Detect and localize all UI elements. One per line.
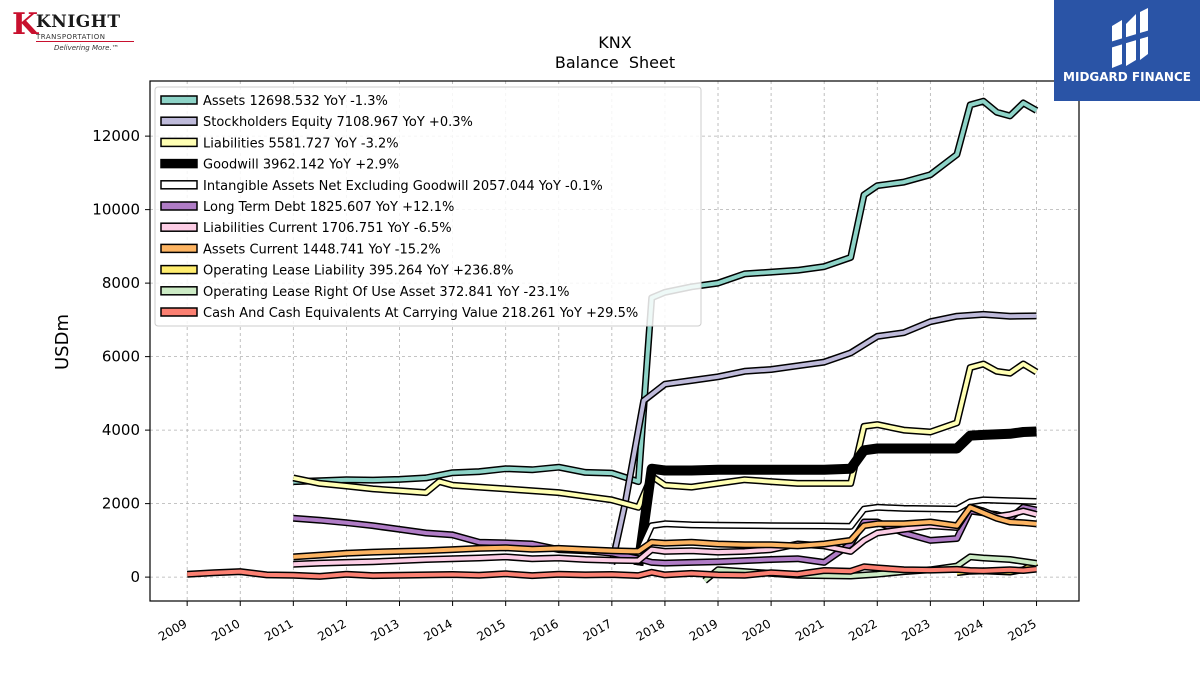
knight-logo-rule — [36, 41, 134, 42]
legend-label: Liabilities 5581.727 YoY -3.2% — [203, 136, 399, 151]
legend-swatch — [160, 307, 198, 317]
x-tick-label: 2012 — [315, 616, 348, 643]
legend-box — [154, 86, 702, 327]
legend-swatch — [160, 116, 198, 126]
legend-swatch — [160, 222, 198, 232]
legend-label: Operating Lease Liability 395.264 YoY +2… — [203, 264, 513, 279]
legend-swatch — [160, 137, 198, 148]
midgard-finance-logo: MIDGARD FINANCE — [1054, 0, 1200, 101]
x-tick-label: 2023 — [899, 616, 932, 643]
legend-swatch — [160, 158, 198, 169]
series-lines — [187, 97, 1039, 584]
y-tick-label: 2000 — [102, 495, 140, 513]
legend-label: Intangible Assets Net Excluding Goodwill… — [203, 179, 603, 194]
y-tick-label: 0 — [130, 568, 140, 586]
legend-swatch — [160, 264, 198, 275]
legend-label: Stockholders Equity 7108.967 YoY +0.3% — [203, 115, 473, 130]
x-tick-label: 2020 — [740, 616, 773, 643]
legend-label: Assets 12698.532 YoY -1.3% — [203, 94, 388, 109]
series-line-cash-and-cash-equivalents-at-carrying-value — [187, 564, 1037, 579]
x-tick-label: 2013 — [368, 616, 401, 643]
legend-label: Long Term Debt 1825.607 YoY +12.1% — [203, 200, 454, 215]
x-tick-label: 2018 — [634, 616, 667, 643]
knight-logo-tagline: Delivering More.™ — [54, 44, 119, 52]
x-axis: 2009 2010 2011 2012 2013 2014 2015 2016 2017 2018… — [156, 601, 1039, 644]
legend: Assets 12698.532 YoY -1.3% Stockholders E… — [154, 86, 702, 327]
x-tick-label: 2009 — [156, 616, 189, 643]
x-tick-label: 2016 — [528, 616, 561, 643]
legend-label: Goodwill 3962.142 YoY +2.9% — [203, 158, 399, 173]
legend-label: Operating Lease Right Of Use Asset 372.8… — [203, 285, 570, 300]
x-tick-label: 2021 — [793, 616, 826, 643]
x-tick-label: 2024 — [952, 616, 985, 643]
y-tick-label: 6000 — [102, 348, 140, 366]
x-tick-label: 2011 — [262, 616, 295, 643]
y-axis: 0 2000 4000 6000 8000 10000 12000 — [92, 127, 150, 586]
knight-logo-name: KNIGHT — [36, 12, 121, 32]
legend-swatch — [160, 180, 198, 190]
series-line-liabilities — [292, 362, 1038, 510]
midgard-mark-icon — [1110, 8, 1150, 68]
legend-label: Assets Current 1448.741 YoY -15.2% — [203, 242, 441, 257]
y-axis-label: USDm — [52, 314, 73, 370]
legend-swatch — [160, 95, 198, 105]
x-tick-label: 2010 — [209, 616, 242, 643]
series-line-goodwill — [634, 428, 1037, 566]
knight-transportation-logo: K KNIGHT TRANSPORTATION Delivering More.… — [10, 8, 140, 58]
midgard-logo-name: MIDGARD FINANCE — [1063, 70, 1191, 84]
series-line-assets-current — [293, 505, 1037, 559]
series-line-intangible-assets-net-excluding-goodwill — [636, 497, 1037, 556]
series-line-stockholders-equity — [609, 312, 1037, 565]
legend-swatch — [160, 286, 198, 296]
y-tick-label: 10000 — [92, 201, 140, 219]
series-line-long-term-debt — [293, 505, 1037, 566]
x-tick-label: 2015 — [475, 616, 508, 643]
y-tick-label: 12000 — [92, 127, 140, 145]
series-line-assets — [293, 99, 1038, 484]
legend-label: Cash And Cash Equivalents At Carrying Va… — [203, 306, 638, 321]
legend-swatch — [160, 201, 198, 211]
plot-frame — [149, 80, 1080, 602]
legend-label: Liabilities Current 1706.751 YoY -6.5% — [203, 221, 452, 236]
y-tick-label: 8000 — [102, 274, 140, 292]
chart-subtitle: Balance Sheet — [555, 53, 675, 72]
x-tick-label: 2025 — [1005, 616, 1038, 643]
y-tick-label: 4000 — [102, 421, 140, 439]
knight-logo-sub: TRANSPORTATION — [36, 33, 106, 41]
x-tick-label: 2017 — [581, 616, 614, 643]
knight-k-mark-icon: K — [12, 7, 39, 42]
x-tick-label: 2014 — [421, 616, 454, 643]
x-tick-label: 2022 — [846, 616, 879, 643]
x-tick-label: 2019 — [687, 616, 720, 643]
legend-swatch — [160, 243, 198, 254]
chart-title: KNX — [598, 33, 631, 52]
